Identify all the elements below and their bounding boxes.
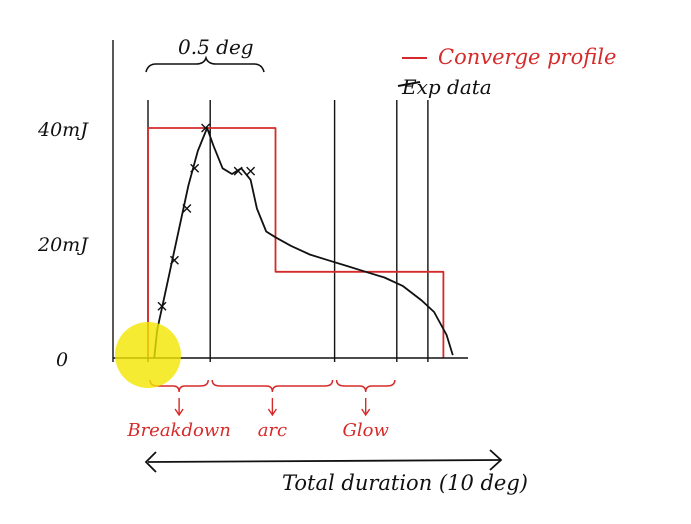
data-point-marker-6 [246,166,256,176]
data-point-marker-4 [201,123,211,133]
legend-swatch-exp [397,81,421,87]
region-label-breakdown: Breakdown [126,420,230,441]
region-brace-1 [211,379,334,393]
top-span-label: 0.5 deg [178,35,254,59]
cursor-highlight-icon [115,322,181,388]
data-point-marker-2 [182,204,192,213]
region-label-glow: Glow [343,420,390,441]
y-tick-label-2: 40mJ [37,119,89,141]
region-arrow-1 [267,398,277,417]
data-point-marker-0 [157,301,167,311]
legend-label-exp: Exp data [401,75,492,99]
data-point-marker-5 [233,166,243,176]
data-point-marker-1 [169,255,179,265]
region-arrow-2 [361,398,371,417]
total-duration-arrow [147,459,501,463]
data-point-marker-3 [190,163,200,173]
top-span-brace [145,55,265,73]
total-duration-arrow-left-head [144,451,157,473]
legend-label-converge: Converge profile [438,45,616,69]
series-line-exp-data [153,127,454,359]
y-tick-label-1: 20mJ [37,234,89,256]
series-line-converge-profile [147,127,445,358]
region-brace-2 [335,379,396,393]
region-label-arc: arc [258,420,287,441]
region-arrow-0 [174,398,184,417]
x-axis-label: Total duration (10 deg) [282,471,528,495]
total-duration-arrow-right-head [489,449,503,471]
y-tick-label-0: 0 [56,349,68,371]
